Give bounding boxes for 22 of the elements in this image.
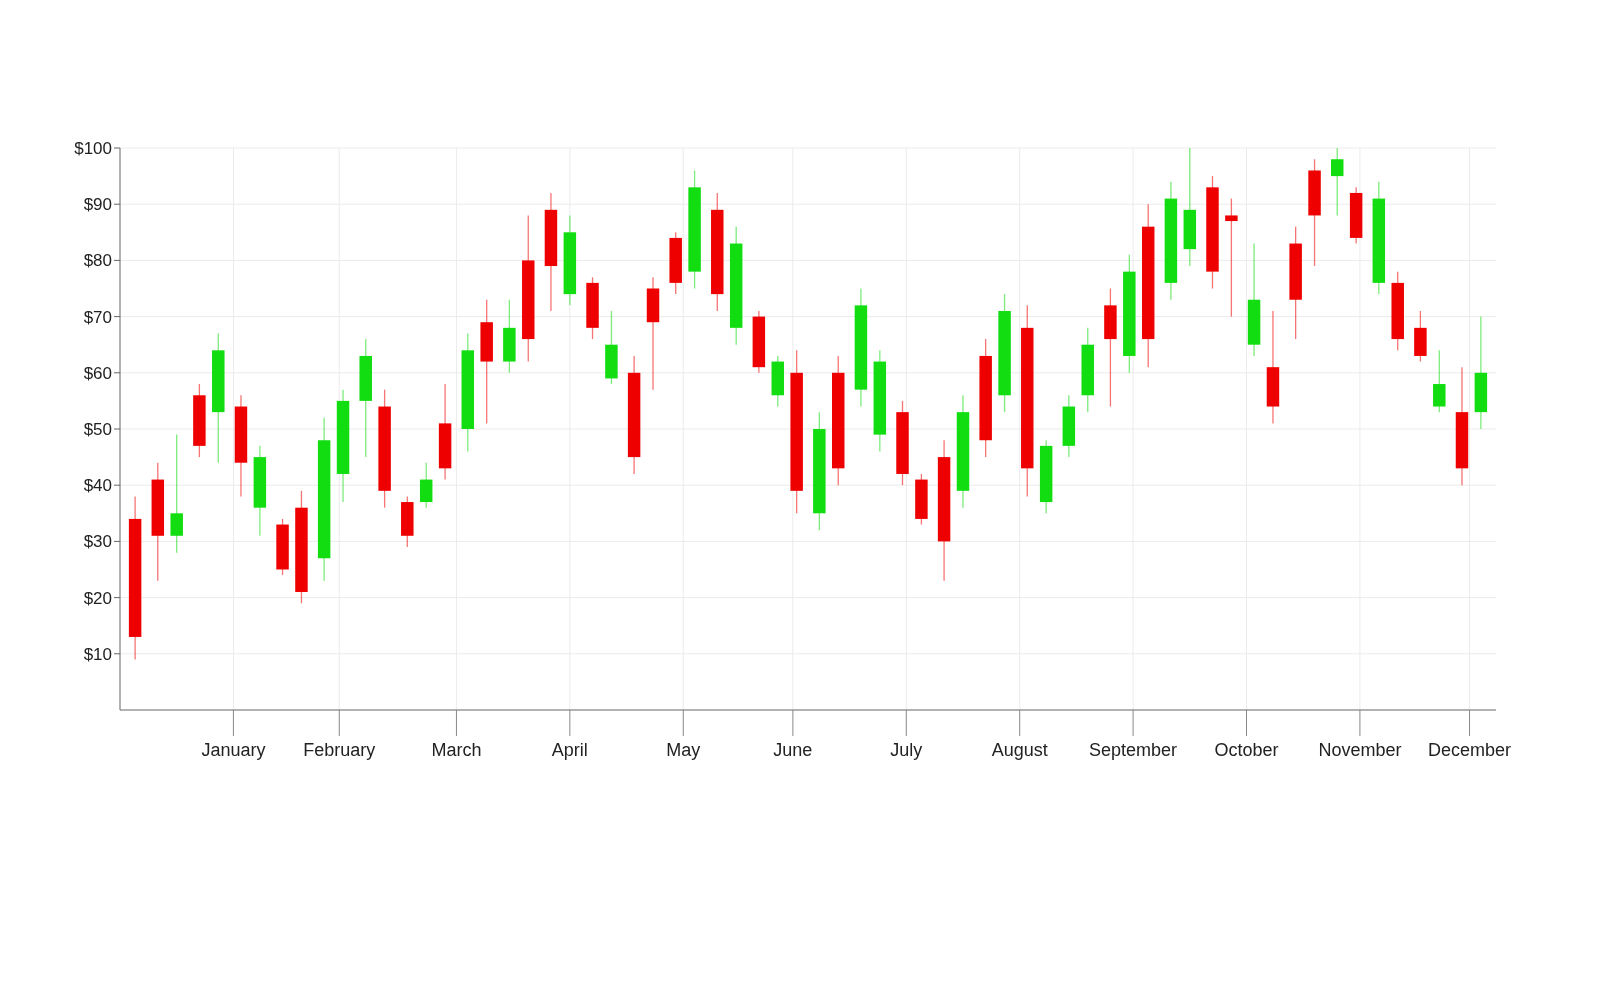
y-tick-label: $80 xyxy=(83,251,112,271)
x-tick-label: February xyxy=(303,740,376,760)
x-tick-label: September xyxy=(1089,740,1178,760)
x-tick-label: December xyxy=(1428,740,1512,760)
x-tick-label: May xyxy=(666,740,701,760)
y-tick-label: $100 xyxy=(74,138,112,158)
y-tick-label: $10 xyxy=(83,644,112,664)
y-tick-label: $40 xyxy=(83,476,112,496)
y-tick-label: $90 xyxy=(83,195,112,215)
x-tick-label: August xyxy=(991,740,1048,760)
x-tick-label: April xyxy=(551,740,588,760)
y-tick-label: $70 xyxy=(83,307,112,327)
x-tick-label: July xyxy=(890,740,923,760)
x-tick-label: June xyxy=(773,740,813,760)
x-tick-label: November xyxy=(1318,740,1402,760)
x-tick-label: January xyxy=(201,740,266,760)
y-tick-label: $50 xyxy=(83,419,112,439)
x-tick-label: March xyxy=(431,740,482,760)
y-tick-label: $20 xyxy=(83,588,112,608)
y-tick-label: $30 xyxy=(83,532,112,552)
y-tick-label: $60 xyxy=(83,363,112,383)
x-tick-label: October xyxy=(1214,740,1279,760)
